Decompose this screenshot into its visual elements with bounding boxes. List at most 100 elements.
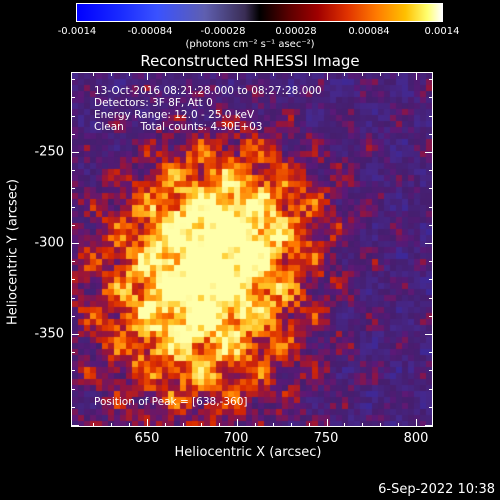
timestamp: 6-Sep-2022 10:38: [378, 482, 495, 497]
tick-mark: [398, 72, 400, 76]
tick-mark: [236, 419, 238, 427]
tick-mark: [236, 72, 238, 80]
x-axis-label: Heliocentric X (arcsec): [174, 445, 322, 460]
tick-mark: [71, 334, 79, 335]
tick-mark: [71, 224, 75, 226]
tick-mark: [129, 423, 131, 427]
tick-mark: [200, 423, 202, 427]
tick-mark: [71, 97, 75, 99]
y-tick-label: -350: [34, 326, 64, 342]
tick-mark: [344, 423, 346, 427]
colorbar: [76, 3, 443, 22]
colorbar-tick-label: 0.00084: [348, 26, 390, 37]
peak-position: Position of Peak = [638,-360]: [94, 396, 248, 408]
tick-mark: [182, 72, 184, 76]
tick-mark: [71, 152, 79, 153]
tick-mark: [254, 72, 256, 76]
tick-mark: [429, 297, 433, 299]
tick-mark: [71, 188, 75, 190]
tick-mark: [429, 79, 433, 81]
tick-mark: [425, 334, 433, 335]
tick-mark: [164, 423, 166, 427]
tick-mark: [71, 406, 75, 408]
tick-mark: [425, 243, 433, 244]
x-tick-label: 700: [223, 431, 249, 446]
tick-mark: [71, 206, 75, 208]
tick-mark: [93, 423, 95, 427]
tick-mark: [71, 370, 75, 372]
tick-mark: [129, 72, 131, 76]
tick-mark: [200, 72, 202, 76]
y-tick-label: -250: [34, 144, 64, 160]
tick-mark: [71, 315, 75, 317]
tick-mark: [71, 279, 75, 281]
tick-mark: [272, 423, 274, 427]
info-clean-counts: Clean Total counts: 4.30E+03: [94, 121, 263, 133]
x-tick-label: 650: [134, 431, 160, 446]
colorbar-tick-label: -0.00084: [127, 26, 173, 37]
tick-mark: [71, 133, 75, 135]
tick-mark: [272, 72, 274, 76]
tick-mark: [429, 370, 433, 372]
tick-mark: [71, 297, 75, 299]
tick-mark: [290, 72, 292, 76]
tick-mark: [326, 419, 328, 427]
tick-mark: [429, 97, 433, 99]
tick-mark: [290, 423, 292, 427]
tick-mark: [93, 72, 95, 76]
image-title: Reconstructed RHESSI Image: [140, 52, 360, 70]
tick-mark: [71, 261, 75, 263]
colorbar-unit: (photons cm⁻² s⁻¹ asec⁻²): [185, 39, 315, 50]
colorbar-tick-label: -0.00028: [200, 26, 246, 37]
tick-mark: [71, 170, 75, 172]
tick-mark: [218, 423, 220, 427]
tick-mark: [147, 419, 148, 427]
tick-mark: [398, 423, 400, 427]
tick-mark: [326, 72, 328, 80]
tick-mark: [147, 72, 148, 80]
y-tick-label: -300: [34, 235, 64, 251]
tick-mark: [380, 72, 382, 76]
tick-mark: [254, 423, 256, 427]
tick-mark: [308, 72, 310, 76]
tick-mark: [71, 425, 79, 426]
tick-mark: [308, 423, 310, 427]
tick-mark: [344, 72, 346, 76]
tick-mark: [416, 419, 418, 427]
tick-mark: [429, 206, 433, 208]
tick-mark: [111, 423, 113, 427]
tick-mark: [218, 72, 220, 76]
tick-mark: [71, 352, 75, 354]
tick-mark: [164, 72, 166, 76]
tick-mark: [380, 423, 382, 427]
tick-mark: [429, 261, 433, 263]
tick-mark: [425, 425, 433, 426]
y-axis-label: Heliocentric Y (arcsec): [5, 179, 21, 325]
tick-mark: [425, 152, 433, 153]
tick-mark: [429, 279, 433, 281]
tick-mark: [429, 188, 433, 190]
tick-mark: [429, 115, 433, 117]
x-tick-label: 800: [403, 431, 429, 446]
heatmap-canvas: [72, 73, 432, 426]
tick-mark: [429, 352, 433, 354]
tick-mark: [362, 72, 364, 76]
tick-mark: [71, 388, 75, 390]
info-detectors: Detectors: 3F 8F, Att 0: [94, 97, 213, 109]
tick-mark: [362, 423, 364, 427]
x-tick-label: 750: [313, 431, 339, 446]
tick-mark: [71, 79, 75, 81]
tick-mark: [182, 423, 184, 427]
tick-mark: [111, 72, 113, 76]
tick-mark: [416, 72, 418, 80]
colorbar-tick-label: 0.00028: [275, 26, 317, 37]
tick-mark: [429, 315, 433, 317]
tick-mark: [429, 388, 433, 390]
image-plot: 13-Oct-2016 08:21:28.000 to 08:27:28.000…: [71, 72, 433, 427]
tick-mark: [71, 115, 75, 117]
tick-mark: [429, 133, 433, 135]
info-time-range: 13-Oct-2016 08:21:28.000 to 08:27:28.000: [94, 85, 322, 97]
colorbar-tick-label: -0.0014: [57, 26, 97, 37]
colorbar-tick-label: 0.0014: [424, 26, 460, 37]
info-energy-range: Energy Range: 12.0 - 25.0 keV: [94, 109, 255, 121]
